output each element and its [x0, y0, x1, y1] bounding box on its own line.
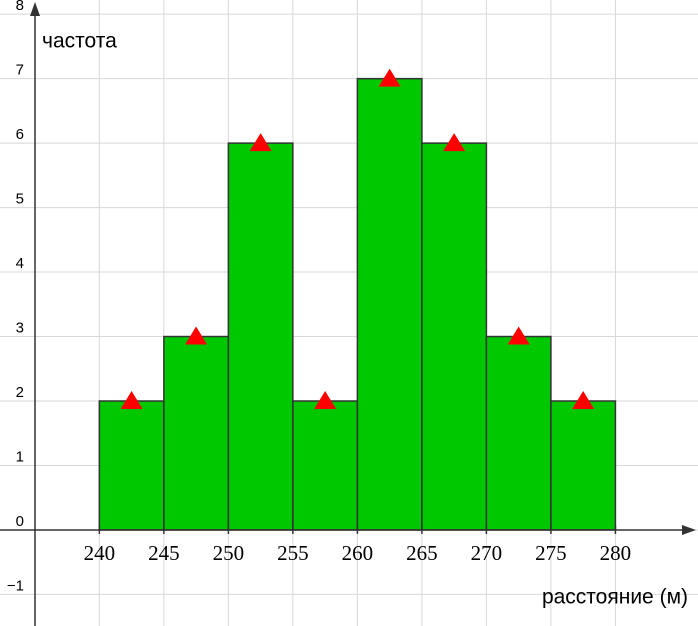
x-tick-label: 260 [342, 541, 374, 565]
frequency-marker [443, 133, 466, 152]
x-tick-label: 275 [535, 541, 567, 565]
frequency-marker [314, 391, 337, 410]
frequency-marker [120, 391, 143, 410]
y-axis-label: частота [42, 30, 117, 53]
x-tick-label: 280 [600, 541, 632, 565]
bar [550, 400, 617, 531]
bar [292, 400, 359, 531]
x-tick-label: 240 [84, 541, 116, 565]
y-tick-label: 6 [16, 126, 24, 143]
x-tick-label: 255 [277, 541, 309, 565]
y-tick-label: 7 [16, 62, 24, 79]
y-tick-label: 8 [16, 0, 24, 14]
bar [98, 400, 165, 531]
x-tick-label: 265 [406, 541, 438, 565]
plot [98, 68, 617, 531]
frequency-marker [572, 391, 595, 410]
y-axis-arrow [30, 2, 40, 16]
bar [227, 142, 294, 531]
bar [356, 77, 423, 531]
x-axis-arrow [682, 524, 696, 535]
bar [421, 142, 488, 531]
y-tick-label: −1 [7, 577, 24, 594]
y-tick-label: 4 [16, 255, 24, 272]
frequency-marker [185, 326, 208, 345]
x-tick-label: 245 [148, 541, 180, 565]
bar [485, 335, 552, 531]
frequency-marker [249, 133, 272, 152]
y-tick-label: 5 [16, 191, 24, 208]
frequency-marker [507, 326, 530, 345]
y-tick-label: 1 [16, 448, 24, 465]
y-tick-label: 3 [16, 320, 24, 337]
frequency-marker [378, 68, 401, 87]
x-axis-label: расстояние (м) [542, 586, 688, 609]
y-tick-label: 2 [16, 384, 24, 401]
x-tick-label: 250 [213, 541, 245, 565]
bar [163, 335, 230, 531]
x-tick-label: 270 [471, 541, 503, 565]
axes: −1 0 1 2 3 4 5 6 7 8 240 245 250 255 260 265 270 275 280 [0, 0, 696, 594]
y-tick-label: 0 [16, 513, 24, 530]
